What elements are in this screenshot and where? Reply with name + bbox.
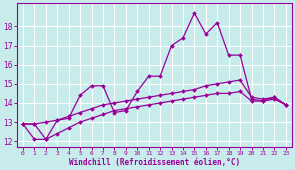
X-axis label: Windchill (Refroidissement éolien,°C): Windchill (Refroidissement éolien,°C) [69, 158, 240, 167]
